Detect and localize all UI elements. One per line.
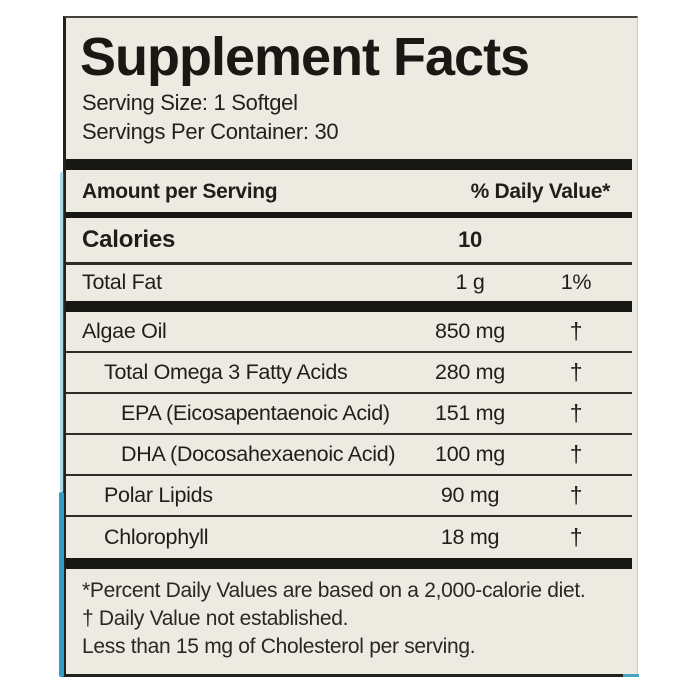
calories-amount: 10 [458, 227, 482, 252]
ingredient-name: EPA (Eicosapentaenoic Acid) [121, 400, 390, 425]
dagger-symbol: † [569, 523, 583, 550]
daily-value-header: % Daily Value* [470, 180, 611, 203]
ingredient-row-epa: EPA (Eicosapentaenoic Acid) 151 mg † [66, 394, 632, 435]
supplement-facts-panel: Supplement Facts Serving Size: 1 Softgel… [59, 16, 639, 677]
ingredient-name: Chlorophyll [104, 524, 209, 549]
footnotes-block: *Percent Daily Values are based on a 2,0… [66, 569, 637, 661]
ingredient-amount: 280 mg [435, 359, 505, 384]
calories-row: Calories 10 [66, 218, 632, 262]
total-fat-amount: 1 g [455, 270, 485, 294]
footnote-daily-value-not-established: † Daily Value not established. [82, 606, 349, 630]
dagger-symbol: † [569, 317, 583, 344]
ingredient-name: DHA (Docosahexaenoic Acid) [121, 441, 396, 466]
package-edge-accent-bottom-right [623, 674, 639, 677]
ingredient-amount: 151 mg [435, 400, 505, 425]
footnote-percent-daily-values: *Percent Daily Values are based on a 2,0… [82, 578, 586, 602]
serving-size-text: Serving Size: 1 Softgel [82, 90, 298, 115]
ingredient-amount: 850 mg [435, 318, 505, 343]
ingredient-name: Total Omega 3 Fatty Acids [104, 359, 348, 384]
dagger-symbol: † [569, 440, 583, 467]
calories-label: Calories [82, 226, 176, 253]
total-fat-label: Total Fat [82, 270, 162, 294]
thick-rule-mid [66, 300, 632, 312]
footnote-cholesterol: Less than 15 mg of Cholesterol per servi… [82, 634, 476, 658]
dagger-symbol: † [569, 481, 583, 508]
total-fat-dv: 1% [560, 270, 592, 294]
thin-rule-under-calories [66, 262, 632, 265]
ingredient-amount: 18 mg [440, 524, 500, 549]
ingredient-amount: 90 mg [440, 482, 500, 507]
amount-per-serving-header: Amount per Serving [82, 180, 278, 203]
ingredient-row-algae-oil: Algae Oil 850 mg † [66, 312, 632, 353]
package-edge-accent-left-faint [60, 172, 64, 492]
serving-info: Serving Size: 1 Softgel Servings Per Con… [82, 88, 627, 146]
ingredient-row-chlorophyll: Chlorophyll 18 mg † [66, 517, 632, 558]
ingredient-row-omega3: Total Omega 3 Fatty Acids 280 mg † [66, 353, 632, 394]
thick-rule-top [66, 159, 632, 170]
dagger-symbol: † [569, 399, 583, 426]
package-edge-accent-left [59, 492, 64, 677]
ingredient-name: Algae Oil [82, 318, 167, 343]
servings-per-container-text: Servings Per Container: 30 [82, 119, 339, 144]
column-header-row: Amount per Serving % Daily Value* [66, 170, 637, 212]
total-fat-row: Total Fat 1 g 1% [66, 265, 632, 301]
ingredient-name: Polar Lipids [104, 482, 213, 507]
medium-rule-under-header [66, 212, 632, 218]
ingredient-row-dha: DHA (Docosahexaenoic Acid) 100 mg † [66, 435, 632, 476]
ingredient-row-polar-lipids: Polar Lipids 90 mg † [66, 476, 632, 517]
thick-rule-bottom [66, 557, 632, 569]
ingredient-amount: 100 mg [435, 441, 505, 466]
dagger-symbol: † [569, 358, 583, 385]
panel-title: Supplement Facts [80, 27, 530, 87]
